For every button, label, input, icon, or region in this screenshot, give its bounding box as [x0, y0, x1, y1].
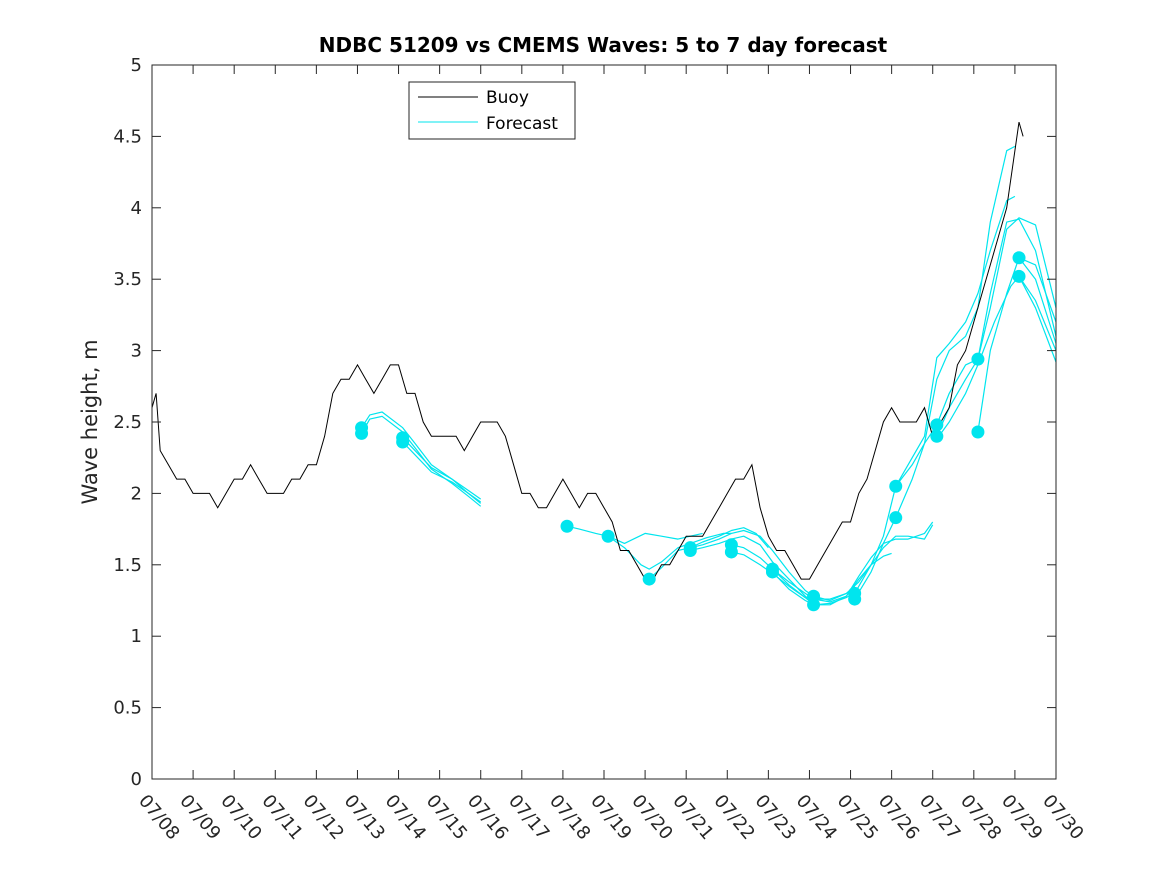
- x-tick-label: 07/22: [709, 791, 758, 844]
- forecast-start-marker: [971, 425, 985, 439]
- marker-layer: [355, 251, 1026, 612]
- x-tick-label: 07/13: [340, 791, 389, 844]
- forecast-line-3: [402, 437, 482, 500]
- forecast-line-10: [731, 544, 856, 600]
- forecast-start-marker: [724, 545, 738, 559]
- forecast-line-1: [361, 411, 482, 503]
- forecast-start-marker: [971, 352, 985, 366]
- forecast-line-21: [1018, 276, 1057, 363]
- plot-area: [152, 65, 1056, 779]
- x-tick-label: 07/16: [463, 791, 512, 844]
- y-axis-label: Wave height, m: [78, 339, 102, 504]
- forecast-line-2: [361, 415, 482, 507]
- y-tick-label: 4.5: [113, 126, 142, 147]
- y-tick-label: 1: [131, 626, 142, 647]
- x-tick-label: 07/09: [175, 791, 224, 844]
- forecast-line-6: [607, 532, 732, 570]
- x-tick-label: 07/14: [381, 791, 430, 844]
- forecast-start-marker: [355, 426, 369, 440]
- y-tick-label: 0.5: [113, 698, 142, 719]
- chart-title: NDBC 51209 vs CMEMS Waves: 5 to 7 day fo…: [319, 33, 888, 57]
- y-tick-label: 3: [131, 341, 142, 362]
- y-tick-label: 3.5: [113, 269, 142, 290]
- x-tick-label: 07/30: [1038, 791, 1087, 844]
- forecast-line-15: [854, 195, 1016, 594]
- buoy-line: [151, 121, 1024, 580]
- legend-buoy-label: Buoy: [486, 88, 529, 108]
- x-tick-label: 07/25: [833, 791, 882, 844]
- forecast-start-marker: [889, 511, 903, 525]
- forecast-line-16: [854, 145, 1016, 600]
- forecast-start-marker: [560, 519, 574, 533]
- forecast-start-marker: [889, 479, 903, 493]
- forecast-start-marker: [683, 544, 697, 558]
- y-tick-label: 1.5: [113, 555, 142, 576]
- forecast-line-7: [648, 527, 769, 580]
- forecast-line-8: [690, 529, 814, 597]
- forecast-start-marker: [807, 598, 821, 612]
- x-tick-label: 07/21: [668, 791, 717, 844]
- x-tick-label: 07/08: [134, 791, 183, 844]
- legend-box: [408, 81, 576, 140]
- x-tick-label: 07/26: [874, 791, 923, 844]
- forecast-start-marker: [1012, 269, 1026, 283]
- x-tick-label: 07/11: [257, 791, 306, 844]
- x-tick-label: 07/24: [792, 791, 841, 844]
- x-tick-label: 07/20: [627, 791, 676, 844]
- forecast-line-5: [566, 525, 703, 544]
- forecast-line-13: [772, 521, 934, 606]
- forecast-start-marker: [396, 435, 410, 449]
- x-tick-label: 07/17: [504, 791, 553, 844]
- x-tick-label: 07/23: [751, 791, 800, 844]
- y-tick-label: 5: [131, 55, 142, 76]
- series-layer: [151, 121, 1057, 606]
- forecast-start-marker: [930, 429, 944, 443]
- forecast-start-marker: [601, 529, 615, 543]
- forecast-start-marker: [642, 572, 656, 586]
- x-tick-label: 07/28: [956, 791, 1005, 844]
- x-tick-label: 07/29: [997, 791, 1046, 844]
- x-tick-label: 07/10: [216, 791, 265, 844]
- y-tick-label: 0: [131, 769, 142, 790]
- x-tick-label: 07/15: [422, 791, 471, 844]
- legend-forecast-label: Forecast: [486, 114, 558, 134]
- forecast-start-marker: [1012, 251, 1026, 265]
- y-tick-label: 2: [131, 483, 142, 504]
- x-tick-label: 07/18: [545, 791, 594, 844]
- legend: Buoy Forecast: [408, 81, 576, 140]
- forecast-line-12: [772, 552, 892, 603]
- forecast-start-marker: [930, 418, 944, 432]
- y-tick-label: 2.5: [113, 412, 142, 433]
- forecast-start-marker: [765, 565, 779, 579]
- forecast-line-18: [936, 218, 1057, 437]
- forecast-start-marker: [848, 592, 862, 606]
- x-tick-label: 07/19: [586, 791, 635, 844]
- forecast-line-4: [402, 441, 482, 504]
- forecast-line-19: [936, 275, 1057, 440]
- x-tick-label: 07/12: [299, 791, 348, 844]
- y-tick-label: 4: [131, 198, 142, 219]
- forecast-line-17: [895, 217, 1057, 487]
- x-tick-label: 07/27: [915, 791, 964, 844]
